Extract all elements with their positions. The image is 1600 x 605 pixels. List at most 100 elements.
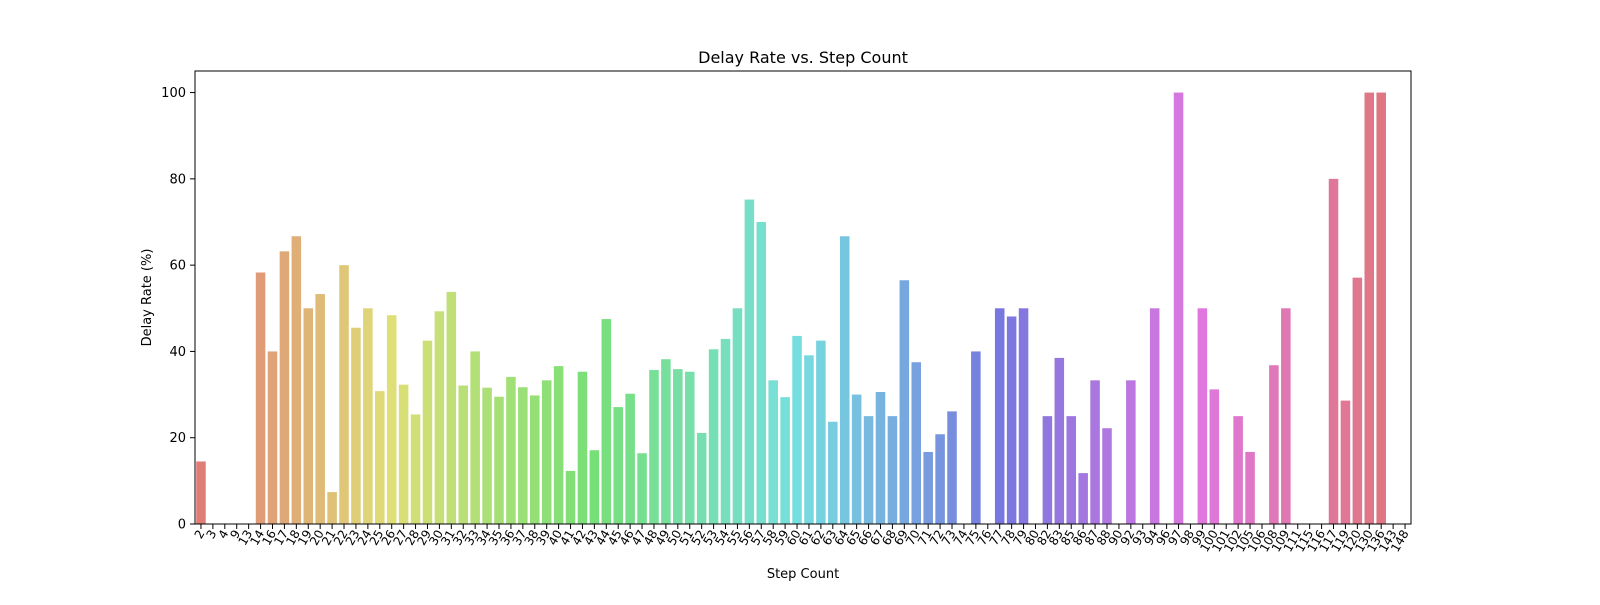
x-tick-label: 74	[951, 528, 971, 548]
x-tick-label: 43	[581, 528, 601, 548]
bar-117	[1328, 178, 1339, 524]
x-tick-label: 21	[319, 528, 339, 548]
x-tick-label: 63	[820, 528, 840, 548]
bar-52	[696, 432, 707, 524]
bar-73	[947, 411, 957, 524]
x-tick-label: 62	[808, 528, 828, 548]
x-axis: 2349131416171819202122232425262728293031…	[192, 524, 1412, 554]
x-tick-label: 77	[987, 528, 1007, 548]
x-tick-label: 17	[271, 528, 291, 548]
x-tick-label: 28	[402, 528, 422, 548]
x-tick-label: 69	[891, 528, 911, 548]
x-tick-label: 44	[593, 528, 613, 548]
x-tick-label: 93	[1130, 528, 1150, 548]
bar-21	[327, 492, 337, 524]
x-tick-label: 49	[653, 528, 673, 548]
bar-65	[851, 394, 862, 524]
plot-frame	[194, 70, 1412, 525]
bar-92	[1126, 380, 1136, 524]
bar-49	[661, 359, 671, 524]
bar-43	[589, 450, 600, 524]
x-tick-label: 35	[486, 528, 506, 548]
x-tick-label: 70	[903, 528, 923, 548]
bar-28	[410, 414, 421, 524]
chart-title: Delay Rate vs. Step Count	[698, 48, 908, 67]
bar-82	[1042, 416, 1053, 524]
bar-23	[351, 327, 361, 524]
bar-63	[828, 421, 838, 524]
x-tick-label: 57	[748, 528, 768, 548]
bar-66	[863, 416, 874, 524]
x-tick-label: 61	[796, 528, 816, 548]
bar-85	[1066, 416, 1077, 524]
bar-38	[529, 395, 540, 524]
bar-45	[613, 407, 623, 524]
x-tick-label: 99	[1189, 528, 1209, 548]
bar-46	[625, 393, 635, 524]
x-tick-label: 34	[474, 528, 494, 548]
bar-75	[971, 351, 981, 524]
bar-62	[816, 340, 826, 524]
bar-70	[911, 362, 922, 524]
x-tick-label: 30	[426, 528, 446, 548]
bar-54	[720, 338, 731, 524]
x-tick-label: 25	[367, 528, 387, 548]
x-tick-label: 65	[843, 528, 863, 548]
x-tick-label: 36	[498, 528, 518, 548]
bar-14	[255, 272, 266, 524]
x-tick-label: 33	[462, 528, 482, 548]
x-tick-label: 72	[927, 528, 947, 548]
x-tick-label: 66	[855, 528, 875, 548]
bar-47	[637, 453, 647, 524]
x-tick-label: 87	[1082, 528, 1102, 548]
x-tick-label: 54	[712, 528, 732, 548]
bar-86	[1078, 473, 1088, 524]
bar-67	[875, 391, 886, 524]
bar-31	[446, 291, 457, 524]
x-tick-label: 60	[784, 528, 804, 548]
x-tick-label: 79	[1010, 528, 1030, 548]
y-tick-label: 20	[169, 431, 186, 446]
x-tick-label: 52	[688, 528, 708, 548]
bar-68	[887, 416, 898, 524]
bar-17	[279, 251, 290, 524]
bar-35	[494, 396, 504, 524]
bar-26	[386, 315, 397, 524]
x-tick-label: 64	[832, 528, 852, 548]
x-tick-label: 37	[510, 528, 530, 548]
y-axis: 0 20 40 60 80 100	[161, 86, 195, 533]
bar-37	[518, 387, 528, 524]
x-tick-label: 85	[1058, 528, 1078, 548]
bar-25	[375, 391, 385, 524]
bar-30	[434, 311, 445, 524]
x-tick-label: 47	[629, 528, 649, 548]
bar-41	[565, 470, 576, 524]
x-tick-label: 67	[867, 528, 887, 548]
x-tick-label: 22	[331, 528, 351, 548]
bar-32	[458, 385, 469, 524]
bar-24	[363, 308, 373, 524]
x-tick-label: 80	[1022, 528, 1042, 548]
y-tick-label: 100	[161, 86, 186, 101]
x-tick-label: 31	[438, 528, 458, 548]
x-tick-label: 92	[1118, 528, 1138, 548]
bar-109	[1281, 308, 1291, 524]
x-tick-label: 27	[390, 528, 410, 548]
x-tick-label: 90	[1106, 528, 1126, 548]
x-tick-label: 78	[998, 528, 1018, 548]
bar-50	[673, 369, 683, 524]
x-tick-label: 86	[1070, 528, 1090, 548]
x-tick-label: 20	[307, 528, 327, 548]
x-tick-label: 96	[1153, 528, 1173, 548]
x-tick-label: 82	[1034, 528, 1054, 548]
x-tick-label: 13	[235, 528, 255, 548]
x-tick-label: 51	[677, 528, 697, 548]
x-tick-label: 16	[259, 528, 279, 548]
bar-97	[1173, 92, 1184, 525]
x-tick-label: 58	[760, 528, 780, 548]
bar-42	[577, 371, 588, 524]
bar-39	[541, 380, 552, 524]
x-tick-label: 23	[343, 528, 363, 548]
bar-100	[1209, 389, 1220, 524]
